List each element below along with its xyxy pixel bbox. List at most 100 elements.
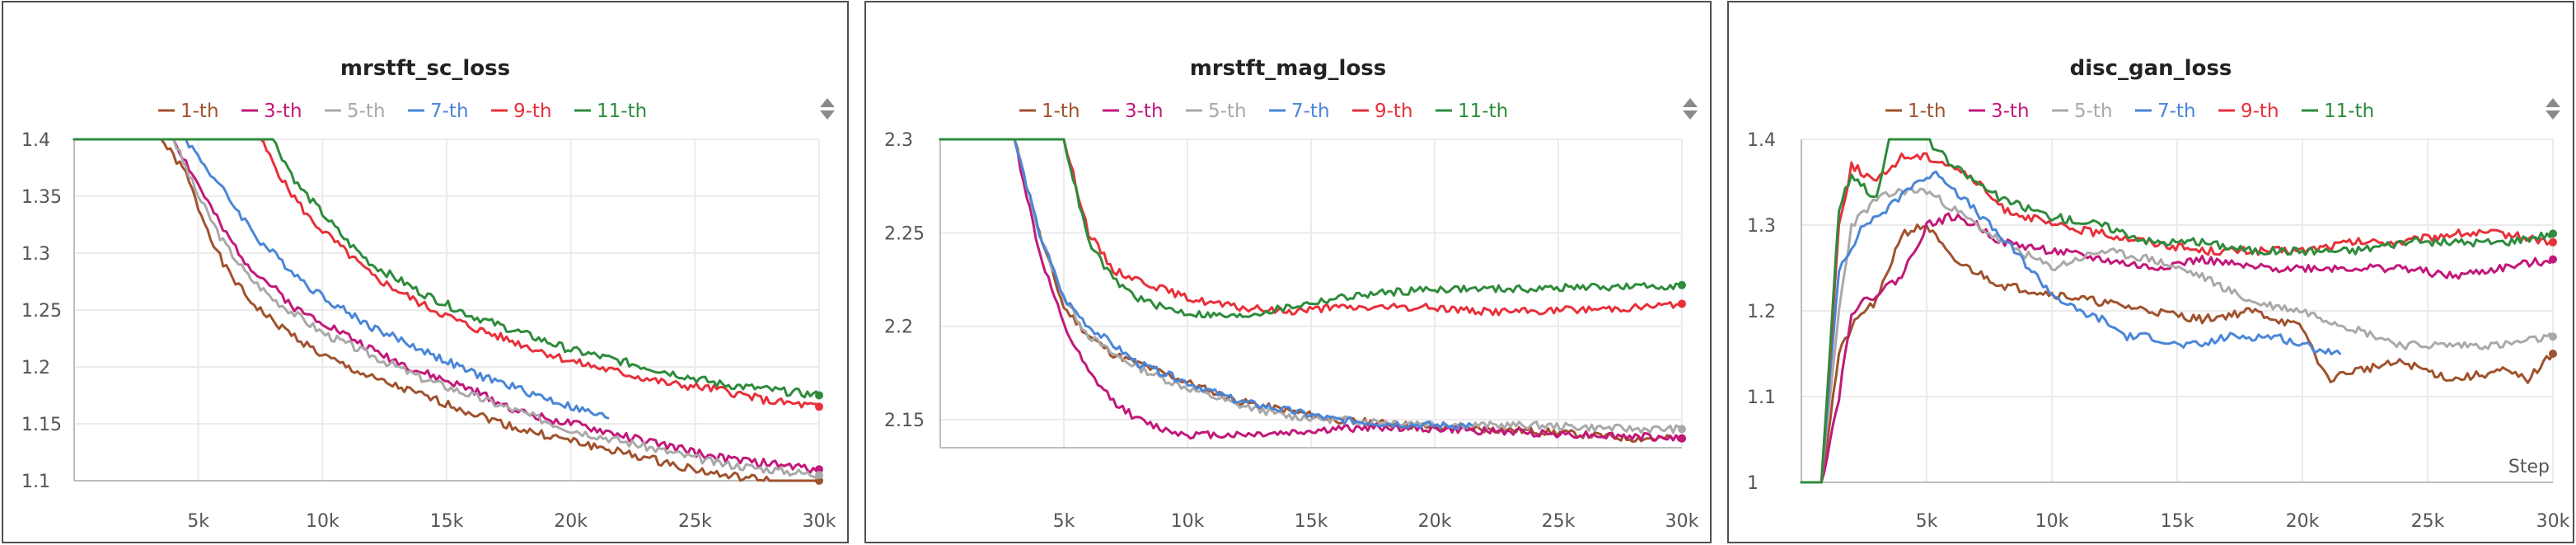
series-endpoint-5-th xyxy=(2549,332,2557,341)
legend-label: 5-th xyxy=(347,101,386,122)
series-line-5-th xyxy=(1800,186,2555,484)
series-endpoint-9-th xyxy=(2549,237,2557,247)
x-tick-label: 15k xyxy=(2161,511,2194,532)
y-tick-label: 1.3 xyxy=(21,244,50,265)
series-line-3-th xyxy=(939,138,1684,442)
sort-icon xyxy=(2546,98,2560,120)
x-tick-label: 30k xyxy=(2536,511,2570,532)
x-tick-label: 25k xyxy=(1542,511,1576,532)
x-tick-label: 20k xyxy=(554,511,588,532)
series-endpoint-11-th xyxy=(815,391,823,400)
legend-item: 7-th xyxy=(408,101,469,122)
y-tick-label: 2.3 xyxy=(884,130,913,151)
series-line-5-th xyxy=(73,138,821,480)
series-line-7-th xyxy=(939,138,1473,430)
sort-up-arrow xyxy=(1683,98,1698,107)
series-endpoint-11-th xyxy=(2549,229,2557,238)
y-tick-label: 2.25 xyxy=(884,223,925,244)
x-tick-label: 5k xyxy=(187,511,209,532)
series-endpoint-11-th xyxy=(1678,280,1686,289)
x-tick-label: 25k xyxy=(2411,511,2445,532)
series-endpoint-3-th xyxy=(2549,255,2557,264)
y-tick-label: 1.25 xyxy=(21,301,62,322)
legend-item: 1-th xyxy=(158,101,219,122)
x-tick-label: 10k xyxy=(306,511,340,532)
legend-label: 9-th xyxy=(1375,101,1413,122)
x-tick-label: 15k xyxy=(430,511,464,532)
legend-label: 11-th xyxy=(2324,101,2374,122)
legend-label: 3-th xyxy=(1125,101,1164,122)
y-tick-label: 1.3 xyxy=(1747,216,1776,237)
legend-item: 3-th xyxy=(1969,101,2030,122)
y-tick-label: 1.1 xyxy=(1747,388,1776,408)
sort-icon xyxy=(1683,98,1698,120)
sort-down-arrow xyxy=(1683,110,1698,120)
legend-label: 3-th xyxy=(1991,101,2030,122)
legend-label: 7-th xyxy=(1291,101,1330,122)
legend-item: 9-th xyxy=(1352,101,1413,122)
legend-label: 1-th xyxy=(1042,101,1080,122)
series-endpoint-9-th xyxy=(815,402,823,411)
legend-item: 11-th xyxy=(1436,101,1508,122)
legend-label: 1-th xyxy=(1908,101,1946,122)
series-endpoint-9-th xyxy=(1678,299,1686,308)
y-tick-label: 1 xyxy=(1747,473,1759,494)
y-tick-label: 2.15 xyxy=(884,411,925,431)
x-tick-label: 5k xyxy=(1053,511,1075,532)
x-tick-label: 30k xyxy=(1665,511,1699,532)
legend-item: 9-th xyxy=(2218,101,2279,122)
y-tick-label: 1.1 xyxy=(21,472,50,492)
line-chart-disc-gan-loss: disc_gan_loss 1-th 3-th 5-th 7-th 9-th 11-th 1 1… xyxy=(1747,56,2570,532)
legend-label: 3-th xyxy=(264,101,302,122)
sort-up-arrow xyxy=(820,98,835,107)
y-tick-label: 1.4 xyxy=(1747,130,1776,151)
x-tick-label: 20k xyxy=(2286,511,2320,532)
chart-panel-mrstft-mag-loss: mrstft_mag_loss 1-th 3-th 5-th 7-th 9-th 11-th… xyxy=(864,1,1712,543)
x-tick-label: 30k xyxy=(803,511,836,532)
legend-item: 3-th xyxy=(1103,101,1164,122)
legend-item: 7-th xyxy=(2135,101,2196,122)
x-tick-label: 15k xyxy=(1295,511,1328,532)
series-line-1-th xyxy=(73,138,821,482)
line-chart-mrstft-mag-loss: mrstft_mag_loss 1-th 3-th 5-th 7-th 9-th 11-th… xyxy=(884,56,1699,532)
y-tick-label: 1.15 xyxy=(21,415,62,435)
legend-label: 1-th xyxy=(180,101,219,122)
legend-label: 11-th xyxy=(1458,101,1508,122)
x-tick-label: 10k xyxy=(1171,511,1205,532)
x-tick-label: 10k xyxy=(2035,511,2069,532)
sort-down-arrow xyxy=(820,110,835,120)
series-line-11-th xyxy=(73,138,821,399)
legend-item: 11-th xyxy=(2302,101,2374,122)
legend-item: 5-th xyxy=(1186,101,1247,122)
x-axis-label: Step xyxy=(2508,457,2550,477)
legend-item: 1-th xyxy=(1885,101,1946,122)
sort-icon xyxy=(820,98,835,120)
series-line-3-th xyxy=(1800,212,2555,484)
series-line-7-th xyxy=(1800,170,2342,484)
series-line-11-th xyxy=(939,138,1684,319)
x-tick-label: 25k xyxy=(678,511,712,532)
series-line-11-th xyxy=(1800,138,2555,484)
series-endpoint-1-th xyxy=(2549,350,2557,358)
line-chart-mrstft-sc-loss: mrstft_sc_loss 1-th 3-th 5-th 7-th 9-th 11-th 1… xyxy=(21,56,836,532)
sort-up-arrow xyxy=(2546,98,2560,107)
legend-item: 5-th xyxy=(325,101,386,122)
legend-label: 9-th xyxy=(513,101,552,122)
legend-label: 7-th xyxy=(430,101,469,122)
legend-item: 5-th xyxy=(2052,101,2113,122)
legend-label: 7-th xyxy=(2157,101,2196,122)
sort-down-arrow xyxy=(2546,110,2560,120)
y-tick-label: 2.2 xyxy=(884,317,913,338)
series-endpoint-5-th xyxy=(1678,425,1686,434)
legend-item: 1-th xyxy=(1019,101,1080,122)
legend-label: 9-th xyxy=(2241,101,2279,122)
y-tick-label: 1.2 xyxy=(1747,302,1776,322)
legend-item: 3-th xyxy=(241,101,302,122)
series-endpoint-3-th xyxy=(815,465,823,474)
chart-title: mrstft_mag_loss xyxy=(1190,56,1387,81)
series-line-9-th xyxy=(1800,152,2555,484)
chart-panel-mrstft-sc-loss: mrstft_sc_loss 1-th 3-th 5-th 7-th 9-th 11-th 1… xyxy=(2,1,849,543)
chart-title: disc_gan_loss xyxy=(2070,56,2232,81)
y-tick-label: 1.2 xyxy=(21,358,50,378)
legend-label: 11-th xyxy=(597,101,647,122)
